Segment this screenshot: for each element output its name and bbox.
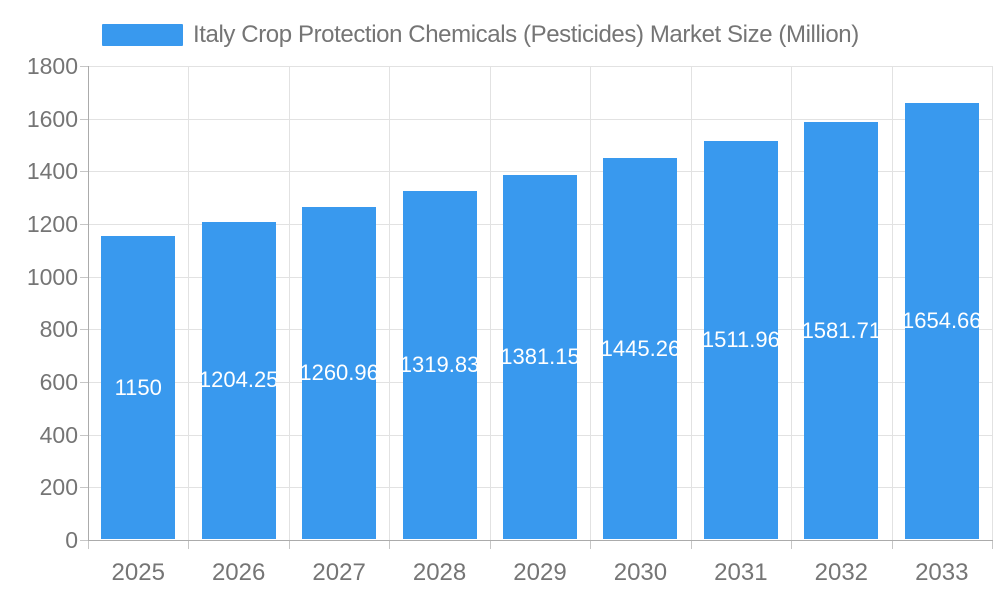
- x-axis-label-2030: 2030: [613, 559, 668, 586]
- bar-2027[interactable]: 1260.96: [302, 206, 377, 539]
- y-axis-label: 1000: [26, 263, 78, 290]
- y-axis-tick: [80, 118, 88, 120]
- x-gridline: [690, 66, 692, 540]
- y-axis-label: 1800: [26, 53, 78, 79]
- bar-value-label: 1445.26: [603, 335, 678, 361]
- x-gridline: [489, 66, 491, 540]
- bar-value-label: 1260.96: [302, 359, 377, 385]
- bar-2031[interactable]: 1511.96: [703, 140, 778, 539]
- plot-area: 0 200 400 600 800 1000 1200 1400 1600 1800 1150 202…: [27, 54, 993, 586]
- y-axis-line: [88, 66, 89, 540]
- y-gridline: [88, 66, 992, 67]
- bar-value-label: 1654.66: [904, 308, 979, 334]
- bar-value-label: 1511.96: [703, 326, 778, 352]
- x-axis-label-2029: 2029: [513, 559, 567, 586]
- x-gridline: [791, 66, 793, 540]
- bar-2029[interactable]: 1381.15: [503, 175, 577, 539]
- x-axis-tick: [389, 541, 391, 549]
- bar-value-label: 1581.71: [804, 317, 879, 343]
- legend-swatch-icon: [102, 24, 183, 46]
- y-axis-label: 1400: [26, 158, 78, 185]
- y-axis-tick: [80, 434, 88, 436]
- y-axis-tick: [80, 382, 88, 383]
- x-axis-tick: [791, 541, 793, 549]
- y-gridline: [88, 118, 992, 120]
- x-axis-tick: [992, 541, 993, 549]
- bar-2028[interactable]: 1319.83: [402, 191, 477, 539]
- y-axis-label: 400: [39, 421, 78, 448]
- x-axis-tick: [88, 541, 89, 549]
- y-axis-label: 1600: [26, 105, 78, 132]
- bar-value-label: 1381.15: [503, 344, 577, 370]
- y-axis-tick: [80, 224, 88, 225]
- x-axis-label-2026: 2026: [211, 559, 266, 586]
- bar-2033[interactable]: 1654.66: [904, 103, 979, 539]
- x-gridline: [288, 66, 290, 540]
- x-axis-tick: [188, 541, 190, 549]
- x-axis-tick: [891, 541, 893, 549]
- legend-item[interactable]: Italy Crop Protection Chemicals (Pestici…: [102, 21, 859, 49]
- bar-2025[interactable]: 1150: [101, 236, 176, 539]
- x-axis-tick: [690, 541, 692, 549]
- bar-2026[interactable]: 1204.25: [201, 221, 276, 539]
- y-axis-label: 600: [39, 369, 78, 395]
- y-axis-tick: [80, 487, 88, 489]
- bar-2030[interactable]: 1445.26: [603, 158, 678, 539]
- x-gridline: [891, 66, 893, 540]
- y-axis-tick: [80, 66, 88, 67]
- x-axis-label-2031: 2031: [714, 559, 768, 586]
- x-axis-label-2025: 2025: [111, 559, 165, 586]
- y-axis-label: 1200: [26, 211, 78, 237]
- x-axis-label-2033: 2033: [915, 559, 969, 586]
- x-gridline: [389, 66, 391, 540]
- bar-value-label: 1150: [114, 374, 162, 400]
- x-axis-tick: [489, 541, 491, 549]
- x-axis-label-2027: 2027: [312, 559, 366, 586]
- x-axis-tick: [590, 541, 592, 549]
- y-axis-tick: [80, 540, 88, 541]
- x-gridline: [188, 66, 190, 540]
- y-axis-label: 800: [39, 316, 78, 343]
- x-axis-label-2028: 2028: [412, 559, 467, 586]
- y-axis-tick: [80, 329, 88, 331]
- x-gridline: [590, 66, 592, 540]
- y-axis-tick: [80, 171, 88, 173]
- y-gridline: [88, 171, 992, 173]
- bar-2032[interactable]: 1581.71: [804, 122, 879, 539]
- x-axis-tick: [288, 541, 290, 549]
- legend-label: Italy Crop Protection Chemicals (Pestici…: [193, 21, 859, 48]
- x-axis-line: [88, 540, 993, 541]
- x-axis-label-2032: 2032: [814, 559, 869, 586]
- x-gridline: [992, 66, 993, 540]
- bar-value-label: 1319.83: [402, 352, 477, 378]
- bar-value-label: 1204.25: [201, 367, 276, 393]
- y-axis-label: 0: [65, 527, 78, 553]
- y-axis-tick: [80, 276, 88, 278]
- y-axis-label: 200: [39, 474, 78, 501]
